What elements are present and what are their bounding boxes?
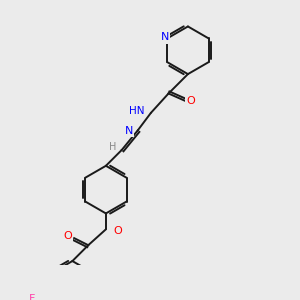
Text: O: O <box>64 231 72 242</box>
Text: N: N <box>160 32 169 43</box>
Text: O: O <box>113 226 122 236</box>
Text: O: O <box>186 95 195 106</box>
Text: F: F <box>29 294 36 300</box>
Text: N: N <box>125 125 133 136</box>
Text: HN: HN <box>129 106 145 116</box>
Text: H: H <box>109 142 116 152</box>
